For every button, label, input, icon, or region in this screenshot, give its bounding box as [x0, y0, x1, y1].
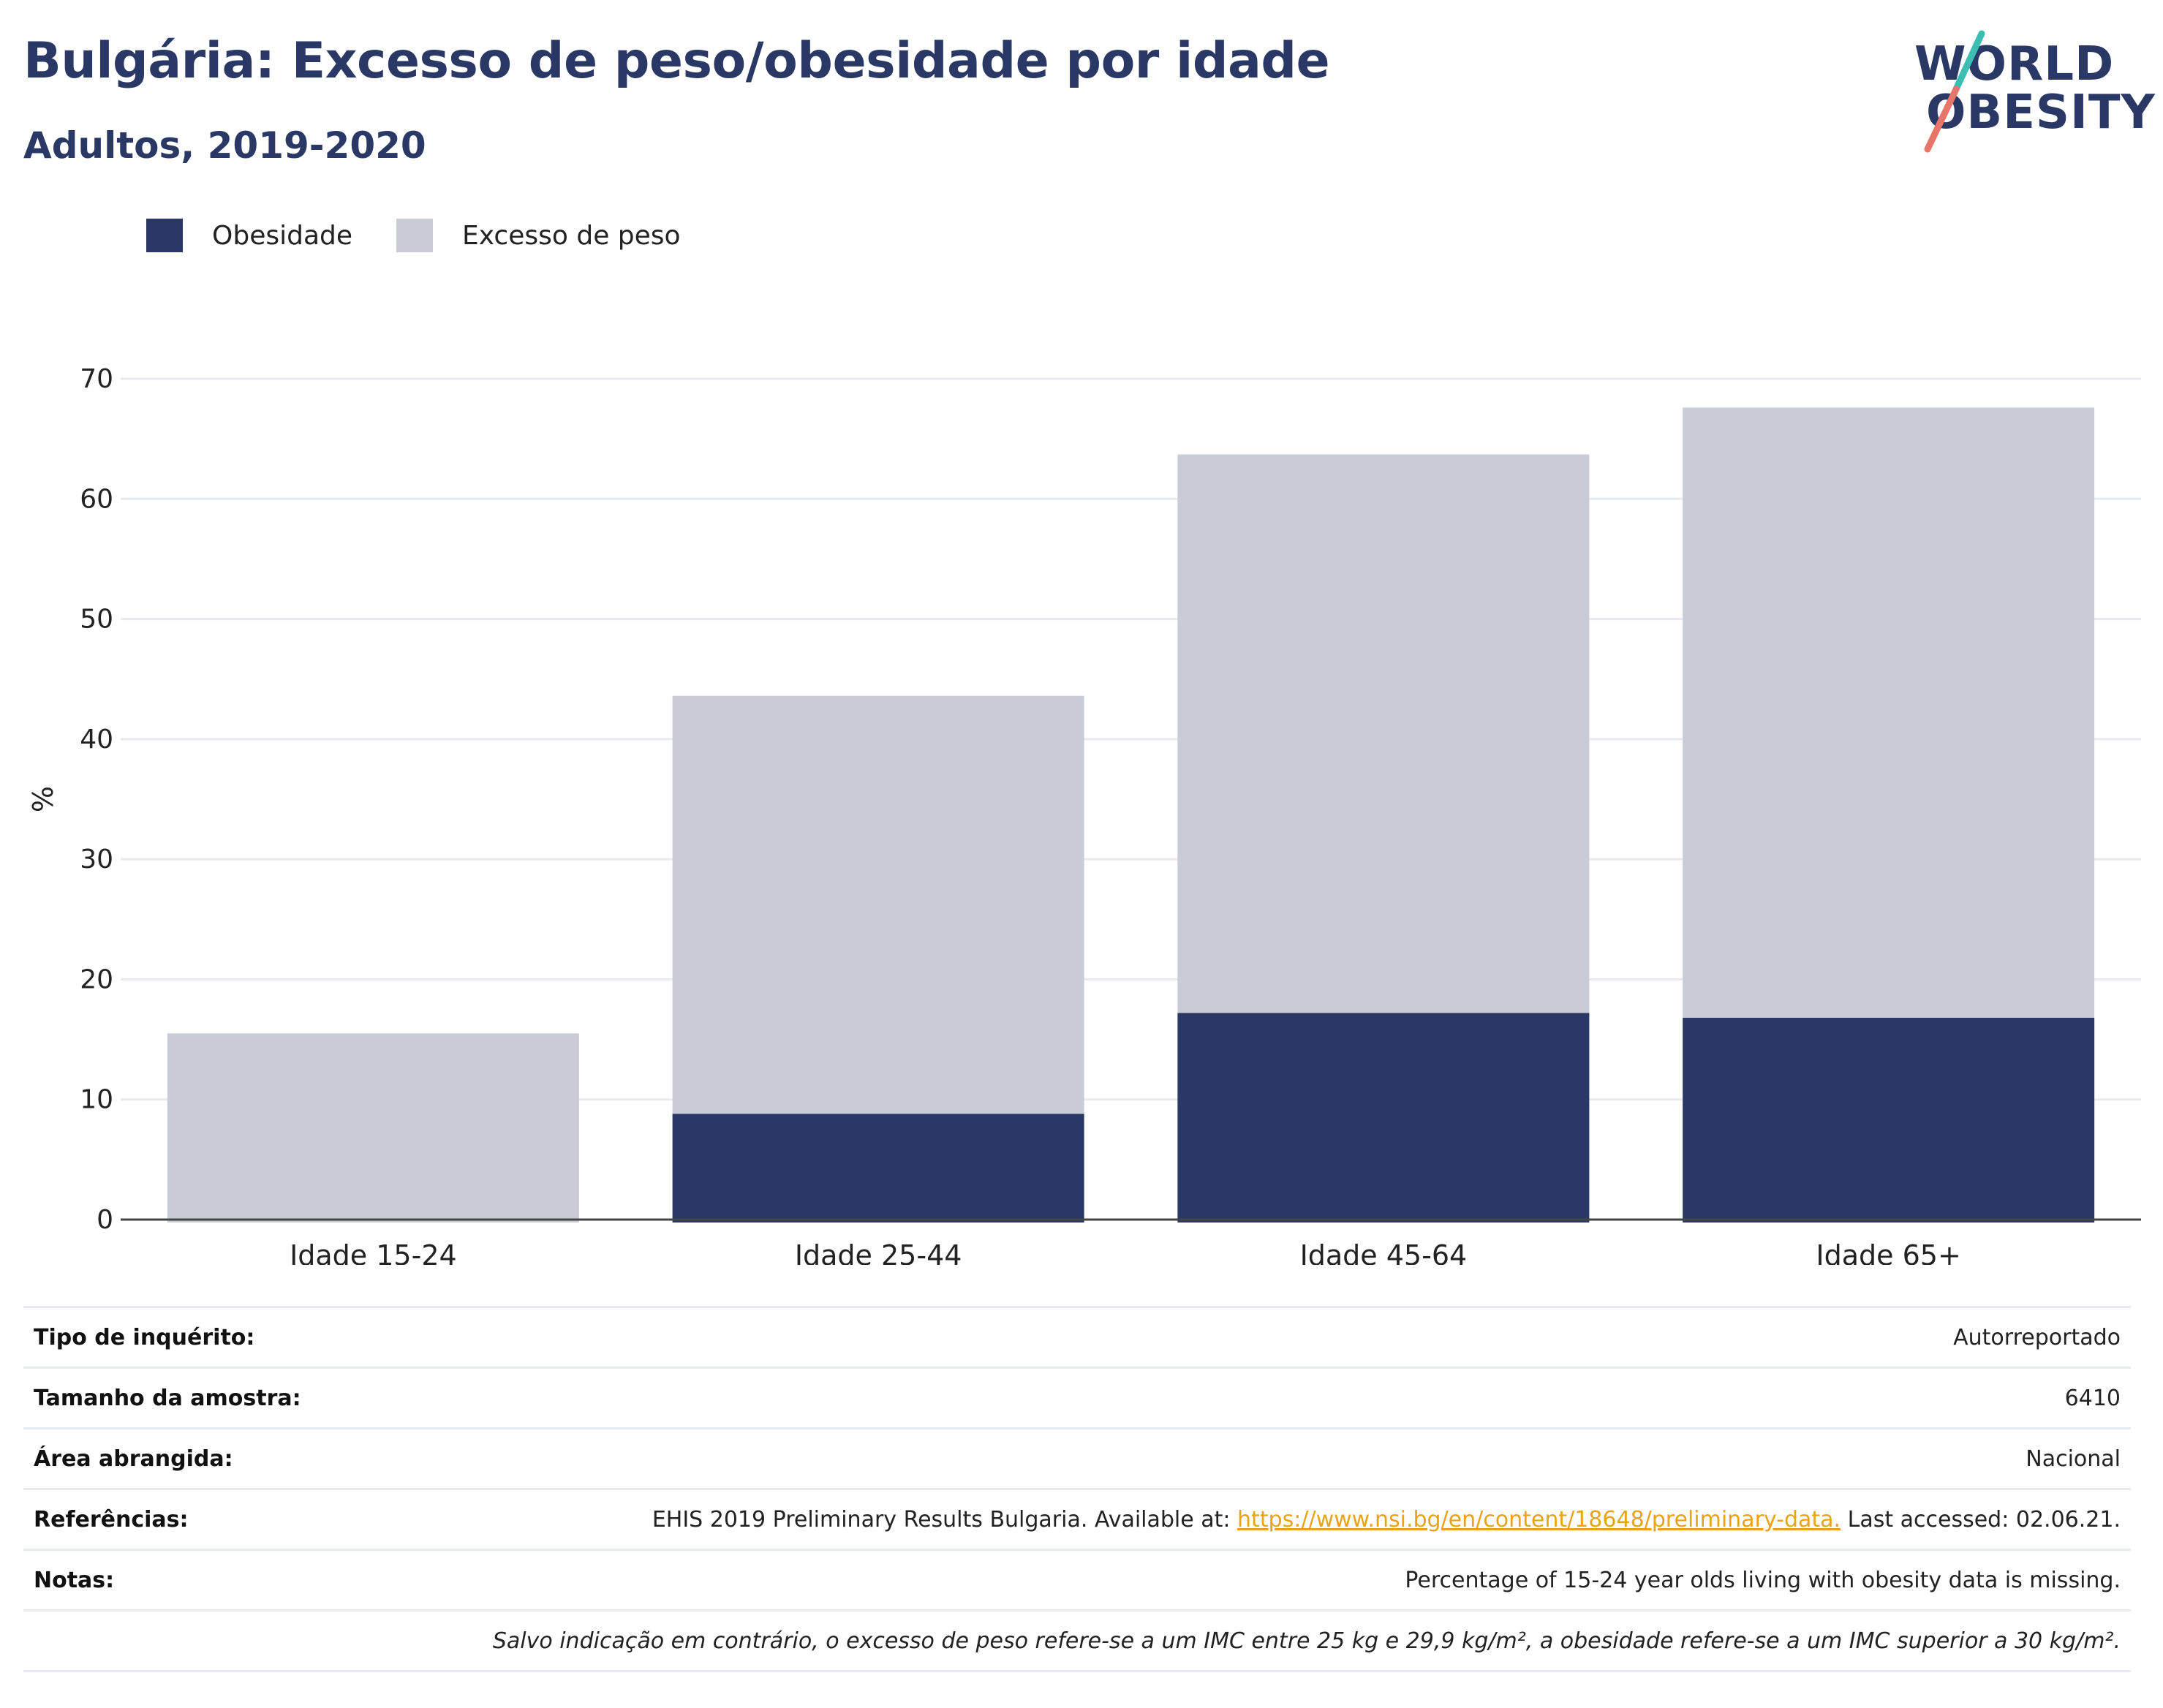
info-label: Referências: [34, 1506, 189, 1533]
page-subtitle: Adultos, 2019-2020 [23, 124, 426, 167]
y-tick-label: 0 [97, 1205, 113, 1235]
y-tick-label: 10 [80, 1085, 113, 1115]
legend-item-overweight: Excesso de peso [396, 219, 681, 252]
references-link[interactable]: https://www.nsi.bg/en/content/18648/prel… [1237, 1506, 1841, 1533]
info-row-sample-size: Tamanho da amostra: 6410 [23, 1369, 2131, 1429]
y-tick-label: 70 [80, 364, 113, 394]
info-table: Tipo de inquérito: Autorreportado Tamanh… [23, 1306, 2131, 1672]
legend-item-obesity: Obesidade [146, 219, 352, 252]
bar-obesity [1177, 1013, 1590, 1223]
info-row-footnote: Salvo indicação em contrário, o excesso … [23, 1611, 2131, 1672]
x-tick-label: Idade 45-64 [1300, 1239, 1468, 1265]
info-value: Percentage of 15-24 year olds living wit… [1405, 1567, 2121, 1593]
footnote-text: Salvo indicação em contrário, o excesso … [492, 1628, 2121, 1654]
info-value: 6410 [2064, 1385, 2121, 1411]
y-tick-label: 50 [80, 605, 113, 635]
info-row-survey-type: Tipo de inquérito: Autorreportado [23, 1308, 2131, 1369]
logo-text-world: WORLD [1914, 37, 2115, 91]
references-value: EHIS 2019 Preliminary Results Bulgaria. … [652, 1507, 2121, 1533]
info-label: Notas: [34, 1567, 115, 1593]
x-tick-label: Idade 15-24 [290, 1239, 457, 1265]
references-suffix: Last accessed: 02.06.21. [1841, 1506, 2121, 1533]
info-value: Autorreportado [1953, 1324, 2121, 1350]
legend-label-overweight: Excesso de peso [462, 220, 681, 251]
y-tick-label: 30 [80, 844, 113, 874]
references-prefix: EHIS 2019 Preliminary Results Bulgaria. … [652, 1506, 1238, 1533]
info-row-area: Área abrangida: Nacional [23, 1429, 2131, 1490]
legend-swatch-overweight [396, 219, 434, 252]
y-tick-label: 60 [80, 484, 113, 514]
info-label: Tipo de inquérito: [34, 1324, 255, 1350]
info-value: Nacional [2026, 1446, 2121, 1472]
info-label: Tamanho da amostra: [34, 1385, 301, 1411]
logo-text-obesity: OBESITY [1926, 86, 2156, 140]
world-obesity-logo: WORLD OBESITY [1901, 29, 2155, 161]
legend-label-obesity: Obesidade [212, 220, 353, 251]
info-row-notes: Notas: Percentage of 15-24 year olds liv… [23, 1551, 2131, 1611]
y-tick-label: 40 [80, 725, 113, 755]
info-row-references: Referências: EHIS 2019 Preliminary Resul… [23, 1490, 2131, 1551]
y-axis-label: % [27, 786, 59, 812]
legend-swatch-obesity [146, 219, 183, 252]
bar-obesity [1683, 1018, 2095, 1223]
info-label: Área abrangida: [34, 1446, 233, 1472]
bar-obesity [672, 1114, 1084, 1223]
y-tick-label: 20 [80, 964, 113, 994]
chart-legend: Obesidade Excesso de peso [146, 216, 725, 254]
x-tick-label: Idade 65+ [1816, 1239, 1960, 1265]
x-tick-label: Idade 25-44 [795, 1239, 962, 1265]
bar-overweight [167, 1033, 579, 1223]
bar-chart: 0 10 20 30 40 50 60 70% Idade 15-24 Idade 25-44 Id… [27, 364, 2141, 1265]
logo-slash-icon [1924, 30, 1985, 153]
page-title: Bulgária: Excesso de peso/obesidade por … [23, 32, 1330, 90]
